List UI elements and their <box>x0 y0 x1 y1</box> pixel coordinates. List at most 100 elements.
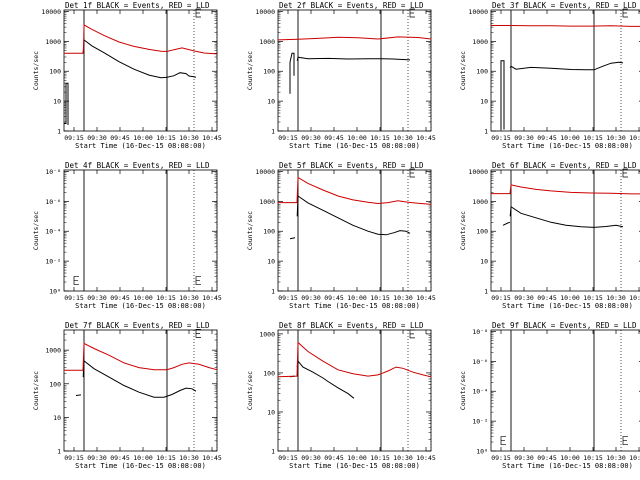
y-tick-label: 10 <box>480 98 488 106</box>
y-axis-label: Counts/sec <box>246 51 254 90</box>
x-tick-label: 10:30 <box>606 454 626 462</box>
events-series-line <box>500 60 505 130</box>
x-tick-label: 10:15 <box>156 294 176 302</box>
events-series-line <box>296 56 411 61</box>
x-tick-label: 09:45 <box>110 134 130 142</box>
x-axis-label: Start Time (16-Dec-15 08:08:00) <box>289 462 420 470</box>
flag-marker <box>622 436 628 445</box>
x-tick-label: 09:30 <box>514 294 534 302</box>
y-tick-label: 10 <box>267 408 275 416</box>
x-tick-label: 10:30 <box>606 134 626 142</box>
y-tick-label: 10 <box>267 98 275 106</box>
y-tick-label: 100 <box>263 228 275 236</box>
x-tick-label: 10:15 <box>156 454 176 462</box>
panel-title: Det 3f BLACK = Events, RED = LLD <box>492 1 637 10</box>
x-tick-label: 09:30 <box>514 134 534 142</box>
x-axis-label: Start Time (16-Dec-15 08:08:00) <box>502 302 633 310</box>
x-tick-label: 09:15 <box>278 294 298 302</box>
events-series-line <box>289 52 295 94</box>
lld-series-line <box>491 184 640 195</box>
flag-marker <box>622 8 628 18</box>
x-tick-label: 10:45 <box>416 454 436 462</box>
plot-frame <box>490 329 640 452</box>
y-tick-label: 100 <box>49 68 61 76</box>
x-tick-label: 09:30 <box>87 134 107 142</box>
lld-series-line <box>277 36 432 41</box>
detector-panel: Det 3f BLACK = Events, RED = LLD Counts/s… <box>459 1 640 150</box>
panel-title: Det 9f BLACK = Events, RED = LLD <box>492 321 637 330</box>
lld-series-line <box>491 25 640 27</box>
detector-panel: Det 8f BLACK = Events, RED = LLD Counts/s… <box>246 321 436 470</box>
events-series-line <box>296 195 411 236</box>
x-tick-label: 10:00 <box>347 294 367 302</box>
x-tick-label: 09:15 <box>491 294 511 302</box>
x-tick-label: 10:15 <box>583 294 603 302</box>
panel-title: Det 4f BLACK = Events, RED = LLD <box>65 161 210 170</box>
x-tick-label: 10:45 <box>202 454 222 462</box>
x-tick-label: 09:30 <box>514 454 534 462</box>
y-axis-label: Counts/sec <box>459 371 467 410</box>
x-tick-label: 10:00 <box>347 454 367 462</box>
y-tick-label: 10000 <box>41 8 61 16</box>
x-tick-label: 10:30 <box>393 454 413 462</box>
y-tick-label: 1000 <box>472 198 488 206</box>
y-tick-label: 1000 <box>259 330 275 338</box>
panel-title: Det 6f BLACK = Events, RED = LLD <box>492 161 637 170</box>
y-tick-label: 1 <box>271 288 275 296</box>
detector-panel: Det 6f BLACK = Events, RED = LLD Counts/s… <box>459 161 640 310</box>
x-tick-label: 09:45 <box>324 134 344 142</box>
y-tick-label: 1 <box>484 128 488 136</box>
x-tick-label: 09:45 <box>324 454 344 462</box>
x-tick-label: 10:00 <box>133 294 153 302</box>
x-tick-label: 10:15 <box>370 294 390 302</box>
x-axis-label: Start Time (16-Dec-15 08:08:00) <box>75 462 206 470</box>
x-tick-label: 10:00 <box>133 134 153 142</box>
y-tick-label: 10⁻⁸ <box>472 328 488 336</box>
events-series-line <box>502 221 511 226</box>
plot-frame <box>490 169 640 292</box>
x-tick-label: 09:15 <box>278 454 298 462</box>
x-tick-label: 10:00 <box>133 454 153 462</box>
y-axis-label: Counts/sec <box>32 51 40 90</box>
events-series-line <box>509 205 624 228</box>
x-tick-label: 09:30 <box>301 454 321 462</box>
flag-marker <box>409 8 415 18</box>
panel-title: Det 5f BLACK = Events, RED = LLD <box>279 161 424 170</box>
y-tick-label: 10000 <box>468 8 488 16</box>
y-tick-label: 10000 <box>255 168 275 176</box>
x-tick-label: 09:30 <box>87 294 107 302</box>
y-axis-label: Counts/sec <box>459 211 467 250</box>
y-tick-label: 10⁻⁴ <box>472 388 488 396</box>
y-axis-label: Counts/sec <box>32 371 40 410</box>
x-axis-label: Start Time (16-Dec-15 08:08:00) <box>289 142 420 150</box>
x-tick-label: 09:15 <box>278 134 298 142</box>
y-axis-label: Counts/sec <box>246 211 254 250</box>
x-axis-label: Start Time (16-Dec-15 08:08:00) <box>502 142 633 150</box>
flag-marker <box>195 329 201 338</box>
y-tick-label: 1 <box>271 128 275 136</box>
y-tick-label: 100 <box>49 380 61 388</box>
y-tick-label: 100 <box>476 228 488 236</box>
events-series-line <box>296 360 355 399</box>
flag-marker <box>409 168 415 178</box>
panel-title: Det 7f BLACK = Events, RED = LLD <box>65 321 210 330</box>
x-axis-label: Start Time (16-Dec-15 08:08:00) <box>75 302 206 310</box>
detector-panel: Det 2f BLACK = Events, RED = LLD Counts/s… <box>246 1 436 150</box>
y-tick-label: 10000 <box>468 168 488 176</box>
x-tick-label: 09:30 <box>301 294 321 302</box>
x-tick-label: 09:45 <box>537 294 557 302</box>
x-tick-label: 09:15 <box>491 134 511 142</box>
panel-title: Det 1f BLACK = Events, RED = LLD <box>65 1 210 10</box>
x-tick-label: 10:00 <box>560 134 580 142</box>
x-tick-label: 10:00 <box>560 294 580 302</box>
flag-marker <box>195 8 201 18</box>
x-tick-label: 10:45 <box>416 294 436 302</box>
detector-panel: Det 7f BLACK = Events, RED = LLD Counts/s… <box>32 321 222 470</box>
x-axis-label: Start Time (16-Dec-15 08:08:00) <box>502 462 633 470</box>
lld-series-line <box>64 342 218 371</box>
x-tick-label: 10:45 <box>629 294 640 302</box>
x-tick-label: 09:15 <box>491 454 511 462</box>
x-tick-label: 10:00 <box>560 454 580 462</box>
y-tick-label: 10⁻² <box>45 258 61 266</box>
